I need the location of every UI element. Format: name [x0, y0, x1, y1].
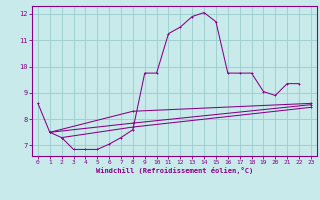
X-axis label: Windchill (Refroidissement éolien,°C): Windchill (Refroidissement éolien,°C) — [96, 167, 253, 174]
